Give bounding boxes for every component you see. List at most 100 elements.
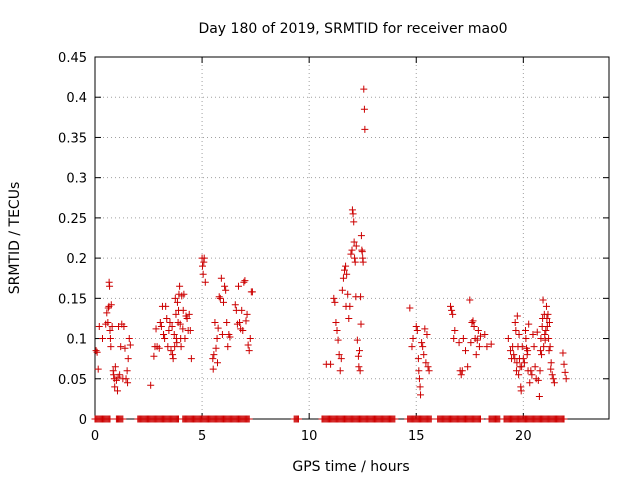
data-point [506,347,514,355]
data-point [335,351,343,359]
data-point [212,344,220,352]
data-point [543,314,551,322]
data-point [562,375,570,383]
data-point [343,270,351,278]
data-point [124,379,132,387]
data-point [458,367,466,375]
data-point [550,379,558,387]
data-point [176,320,184,328]
data-point [424,363,432,371]
data-point [455,339,463,347]
data-point [330,294,338,302]
data-point [359,258,367,266]
data-point [220,298,227,306]
data-point [469,317,477,325]
data-point [163,314,171,322]
data-point [466,296,474,304]
data-point [520,359,528,367]
data-point [423,331,431,339]
x-tick-label: 15 [408,429,425,444]
data-point [521,327,529,335]
data-point [162,302,170,310]
data-point [344,290,352,298]
axis-ticks: 0 0.05 0.1 0.15 0.2 0.25 0.3 0.35 0.4 0.45 0 5 10 15 2… [58,51,609,444]
data-point [512,327,520,335]
data-point [541,336,549,344]
data-point [124,355,132,363]
data-point [350,218,358,226]
data-point [211,318,219,326]
data-point [241,277,249,285]
data-point [226,333,234,341]
data-point [334,336,342,344]
data-point [415,375,423,383]
data-point [537,335,545,343]
data-point [560,415,568,423]
data-point [179,306,187,314]
data-point [360,85,368,93]
data-point [548,371,556,379]
data-point [155,344,163,352]
data-point [350,238,358,246]
data-point [534,376,542,384]
data-point [425,367,433,375]
data-point [457,371,465,379]
data-point [156,318,164,326]
data-point [210,351,218,359]
data-point [542,302,550,310]
data-point [528,371,536,379]
data-point [164,343,172,351]
data-point [172,310,180,318]
data-point [216,294,224,302]
data-point [108,322,116,330]
data-point [126,341,134,349]
data-point [409,335,417,343]
data-point [294,415,302,423]
data-point [248,288,256,296]
y-tick-label: 0.05 [58,373,87,388]
data-point [525,320,533,328]
data-point [214,359,222,367]
data-point [107,343,115,351]
data-point [222,286,230,294]
data-point [355,363,363,371]
data-point [185,310,193,318]
data-point [354,352,362,360]
data-point [524,347,532,355]
data-point [468,318,476,326]
data-point [356,367,364,375]
data-point [106,415,114,423]
grid-lines [95,57,609,419]
data-point [406,304,414,312]
data-point [518,343,526,351]
x-tick-label: 5 [198,429,206,444]
data-point [113,387,121,395]
data-point [538,351,546,359]
y-tick-label: 0.1 [66,333,87,348]
x-tick-label: 0 [91,429,99,444]
data-point [529,331,537,339]
data-point [223,318,231,326]
data-point [536,367,544,375]
data-point [117,343,125,351]
data-point [352,242,360,250]
data-point [351,258,359,266]
data-point [415,367,423,375]
plot-frame [94,56,610,420]
y-tick-label: 0.25 [58,212,87,227]
data-point [169,351,177,359]
data-point [473,336,481,344]
data-point [341,266,349,274]
data-point [419,343,427,351]
data-point [358,248,366,256]
data-point [209,365,217,373]
y-tick-label: 0.4 [66,91,87,106]
data-point [349,210,357,218]
data-point [104,304,112,312]
chart-title: Day 180 of 2019, SRMTID for receiver mao… [198,21,507,37]
data-point [339,274,347,282]
data-point [93,348,101,356]
data-point [347,250,355,258]
data-point [152,325,160,333]
data-point [451,327,459,335]
